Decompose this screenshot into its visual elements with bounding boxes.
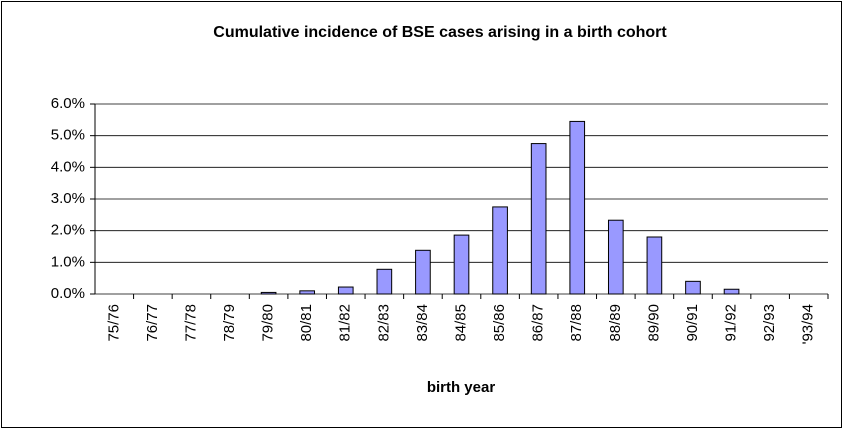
x-tick-label: 77/78 <box>182 304 199 342</box>
bar <box>530 143 547 295</box>
x-tick-label: 86/87 <box>530 304 547 342</box>
x-tick-label: 81/82 <box>337 304 354 342</box>
x-tick-label: 82/83 <box>375 304 392 342</box>
x-tick-label: 92/93 <box>761 304 778 342</box>
y-tick-label: 5.0% <box>51 127 85 144</box>
bar <box>685 280 701 295</box>
x-axis-label: birth year <box>427 379 496 396</box>
x-tick-label: 83/84 <box>414 304 431 342</box>
bar <box>260 291 277 295</box>
x-tick-label: 85/86 <box>491 304 508 342</box>
bar <box>569 120 586 295</box>
bar <box>607 219 624 295</box>
x-tick-label: 79/80 <box>260 304 277 342</box>
chart-title: Cumulative incidence of BSE cases arisin… <box>213 24 667 41</box>
bar <box>453 234 470 295</box>
x-tick-label: 89/90 <box>645 304 662 342</box>
bar <box>492 206 508 295</box>
y-tick-label: 3.0% <box>51 190 85 207</box>
x-tick-label: 84/85 <box>452 304 469 342</box>
y-tick-label: 2.0% <box>51 222 85 239</box>
bar <box>415 249 431 295</box>
x-tick-label: 90/91 <box>684 304 701 342</box>
bar <box>646 236 663 295</box>
x-tick-label: 76/77 <box>144 304 161 342</box>
bar <box>723 288 740 295</box>
x-tick-label: '93/94 <box>800 304 817 344</box>
y-tick-label: 4.0% <box>51 158 85 175</box>
y-tick-label: 0.0% <box>51 285 85 302</box>
x-tick-label: 87/88 <box>568 304 585 342</box>
y-tick-label: 1.0% <box>51 253 85 270</box>
x-tick-label: 75/76 <box>105 304 122 342</box>
x-tick-label: 80/81 <box>298 304 315 342</box>
bar <box>337 286 354 295</box>
bar <box>376 268 393 295</box>
y-tick-label: 6.0% <box>51 95 85 112</box>
bar <box>299 290 316 295</box>
x-tick-label: 88/89 <box>607 304 624 342</box>
x-tick-label: 78/79 <box>221 304 238 342</box>
x-tick-label: 91/92 <box>723 304 740 342</box>
